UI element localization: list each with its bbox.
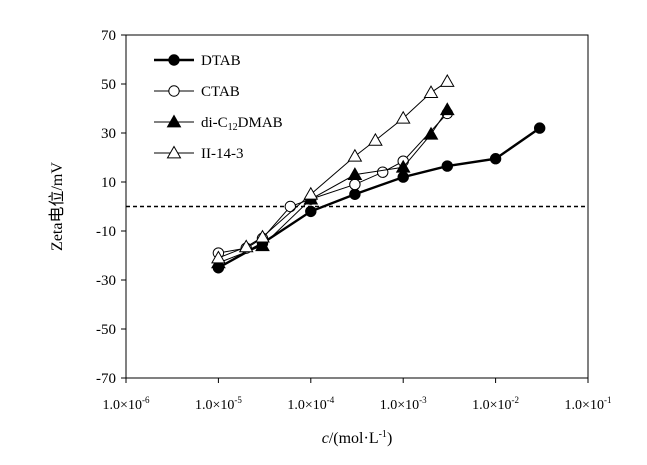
legend-marker [166,114,182,128]
y-axis-label: Zeta电位/mV [48,162,66,251]
data-point-di-c12dmab [347,167,363,181]
data-point-dtab [305,205,317,218]
data-point-ctab [377,166,389,178]
x-tick-label: 1.0×10-6 [103,395,150,413]
data-point-ii-14-3 [303,186,319,200]
y-tick-label: -10 [96,224,116,240]
x-tick-label: 1.0×10-4 [287,395,334,413]
y-tick-label: 50 [101,77,116,93]
data-point-ii-14-3 [368,132,383,146]
data-point-dtab [489,153,502,165]
data-point-di-c12dmab [423,126,439,140]
data-point-ii-14-3 [423,85,439,98]
x-axis-label: c/(mol·L-1) [322,429,393,447]
legend-item-dtab: DTAB [154,53,241,69]
data-point-di-c12dmab [255,238,270,252]
y-tick-label: -30 [96,273,116,289]
legend-marker [168,85,180,97]
x-tick-label: 1.0×10-3 [380,395,427,413]
x-tick-label: 1.0×10-5 [195,395,242,413]
legend-marker [166,145,182,159]
legend-item-ii-14-3: II-14-3 [154,145,243,162]
data-point-ii-14-3 [238,239,254,253]
data-point-ctab [284,200,297,213]
legend-label: II-14-3 [201,146,243,162]
plot-area [211,74,546,274]
legend: DTAB CTAB di-C12DMAB II-14-3 [154,53,283,162]
legend-item-di-c12dmab: di-C12DMAB [154,114,283,133]
data-point-ii-14-3 [395,110,411,124]
y-tick-label: 30 [101,126,116,142]
y-tick-label: 70 [101,28,116,44]
data-point-ii-14-3 [211,250,226,264]
y-tick-label: -50 [96,322,116,338]
x-tick-label: 1.0×10-1 [565,395,612,413]
data-point-dtab [441,160,453,172]
data-point-ii-14-3 [255,229,270,243]
legend-marker [168,54,180,66]
series-line-di-c12dmab [218,109,448,264]
data-point-di-c12dmab [395,159,411,173]
y-tick-label: 10 [101,175,116,191]
data-point-dtab [349,188,361,200]
data-point-ii-14-3 [347,148,363,162]
legend-item-ctab: CTAB [154,84,240,100]
data-point-ctab [349,178,361,191]
series-line-ctab [218,113,448,254]
series-line-ii-14-3 [218,81,448,259]
x-tick-label: 1.0×10-2 [472,395,519,413]
legend-label: CTAB [201,84,240,100]
data-point-ii-14-3 [439,74,455,87]
legend-label: di-C12DMAB [201,115,283,133]
legend-label: DTAB [201,53,241,69]
data-point-di-c12dmab [439,102,455,116]
series-ii-14-3 [211,74,455,264]
data-point-dtab [533,122,546,134]
data-point-dtab [397,171,409,183]
ticks: 70 50 30 10 -10 -30 -50 -70 1.0×10-6 1.0×10-5 1.0×… [96,28,611,413]
y-tick-label: -70 [96,371,116,387]
series-di-c12dmab [211,102,455,269]
